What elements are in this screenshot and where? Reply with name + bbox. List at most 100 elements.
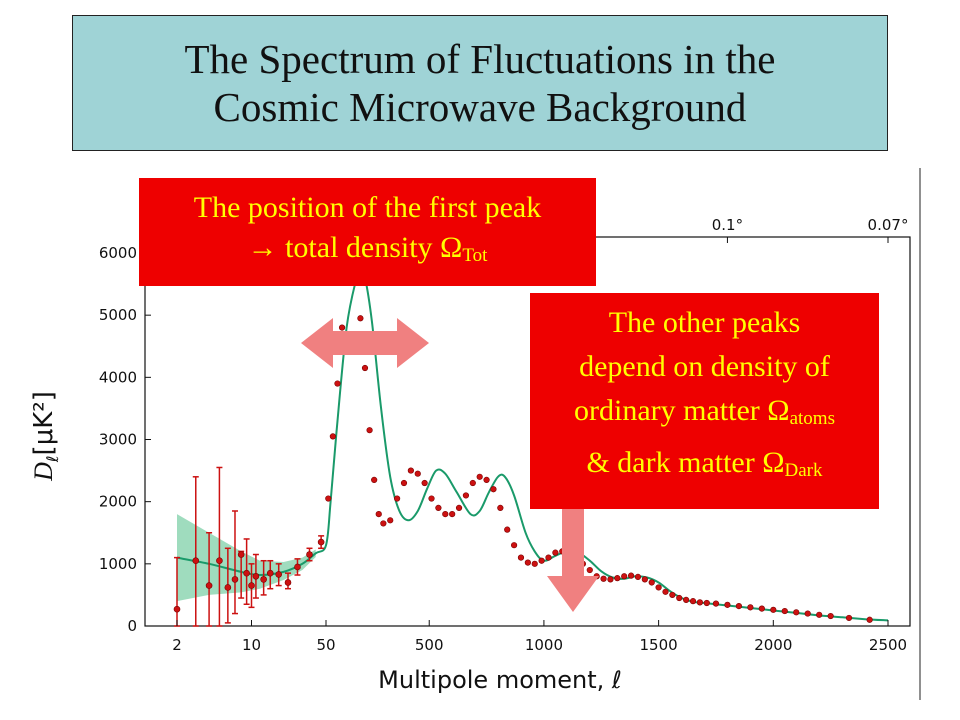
data-point — [334, 380, 341, 387]
data-point — [231, 576, 239, 583]
y-tick-label: 6000 — [99, 244, 137, 262]
data-point — [476, 473, 483, 480]
data-point — [510, 542, 518, 549]
x-tick-label: 10 — [242, 636, 261, 654]
data-point — [173, 605, 181, 613]
data-point — [816, 611, 823, 618]
y-axis-label-sub: ℓ — [43, 455, 62, 463]
data-point — [329, 433, 336, 440]
data-point — [517, 554, 525, 561]
data-point — [394, 495, 401, 502]
data-point — [676, 594, 683, 602]
y-tick-layer: 0 1000 2000 3000 4000 5000 6000 — [99, 244, 151, 635]
y-axis-label-main: D — [29, 462, 58, 482]
data-point — [781, 607, 788, 615]
data-point — [735, 603, 742, 610]
data-point — [275, 571, 283, 578]
data-point — [338, 324, 346, 331]
data-point — [607, 576, 614, 583]
data-point — [621, 573, 628, 580]
data-point — [490, 486, 497, 493]
data-point — [641, 576, 648, 583]
errorbar-layer — [174, 466, 325, 627]
data-point — [747, 604, 754, 611]
data-point — [758, 605, 765, 612]
y-tick-label: 5000 — [99, 306, 137, 324]
data-point — [504, 526, 511, 533]
top-axis-label: 0.1° — [712, 216, 743, 234]
box1-line-2: → total density ΩTot — [247, 231, 488, 266]
right-arrow-icon: → — [247, 231, 278, 264]
data-point — [407, 467, 414, 474]
x-tick-layer: 2 10 50 500 1000 1500 2000 2500 — [172, 620, 907, 654]
data-point — [538, 557, 545, 564]
y-tick-label: 3000 — [99, 431, 137, 449]
annotation-other-peaks: The other peaks depend on density of ord… — [530, 293, 879, 509]
x-tick-label: 2 — [172, 636, 182, 654]
x-tick-label: 50 — [316, 636, 335, 654]
data-point — [483, 476, 490, 484]
y-tick-label: 1000 — [99, 555, 137, 573]
data-point — [703, 599, 710, 607]
data-point — [428, 495, 435, 502]
data-point — [325, 495, 332, 502]
y-tick-label: 4000 — [99, 368, 137, 386]
data-point — [248, 582, 255, 589]
data-point — [845, 614, 853, 622]
data-point — [531, 560, 538, 567]
data-point — [655, 584, 662, 591]
title-box: The Spectrum of Fluctuations in the Cosm… — [72, 15, 888, 151]
x-tick-label: 1000 — [525, 636, 563, 654]
data-point — [462, 492, 470, 499]
data-point — [648, 579, 655, 586]
data-point — [627, 572, 635, 579]
data-point — [449, 510, 456, 518]
y-axis-label-unit: [μK²] — [29, 391, 59, 455]
data-point — [586, 566, 593, 574]
x-tick-label: 500 — [415, 636, 444, 654]
data-point — [216, 557, 223, 565]
data-point — [524, 559, 531, 566]
double-arrow-horizontal — [301, 318, 429, 368]
data-point — [552, 549, 559, 556]
x-tick-label: 2500 — [869, 636, 907, 654]
data-point — [724, 601, 731, 608]
top-axis-label: 0.07° — [868, 216, 909, 234]
data-point — [442, 510, 449, 518]
y-axis-label: Dℓ[μK²] — [29, 391, 62, 482]
data-point — [260, 576, 267, 583]
annotation-first-peak: The position of the first peak → total d… — [139, 178, 596, 286]
data-point — [387, 517, 394, 524]
x-tick-label: 2000 — [754, 636, 792, 654]
y-tick-label: 2000 — [99, 493, 137, 511]
data-point — [371, 476, 378, 484]
data-point — [237, 551, 245, 558]
data-point — [400, 479, 408, 487]
data-point — [689, 598, 697, 605]
top-axis-layer: 0.1° 0.07° — [712, 216, 909, 243]
arrow-layer — [301, 318, 599, 612]
data-point — [224, 584, 232, 591]
data-point — [266, 569, 274, 577]
data-point — [712, 600, 720, 607]
data-point — [414, 470, 421, 477]
data-point — [600, 575, 607, 582]
data-point — [421, 479, 428, 487]
data-point — [317, 538, 325, 546]
x-tick-label: 1500 — [640, 636, 678, 654]
svg-text:Dℓ[μK²]: Dℓ[μK²] — [29, 391, 62, 482]
data-point — [545, 554, 552, 561]
data-point — [205, 582, 213, 589]
y-tick-label: 0 — [127, 617, 137, 635]
data-point — [804, 610, 811, 617]
box2-line-3: ordinary matter Ωatoms — [574, 394, 835, 429]
down-arrow — [547, 508, 599, 612]
title-line-2: Cosmic Microwave Background — [213, 84, 747, 130]
data-point — [696, 599, 704, 606]
data-point — [243, 569, 250, 577]
data-point — [770, 606, 777, 613]
data-point — [284, 579, 292, 586]
data-point — [294, 563, 301, 571]
data-point — [375, 510, 382, 518]
